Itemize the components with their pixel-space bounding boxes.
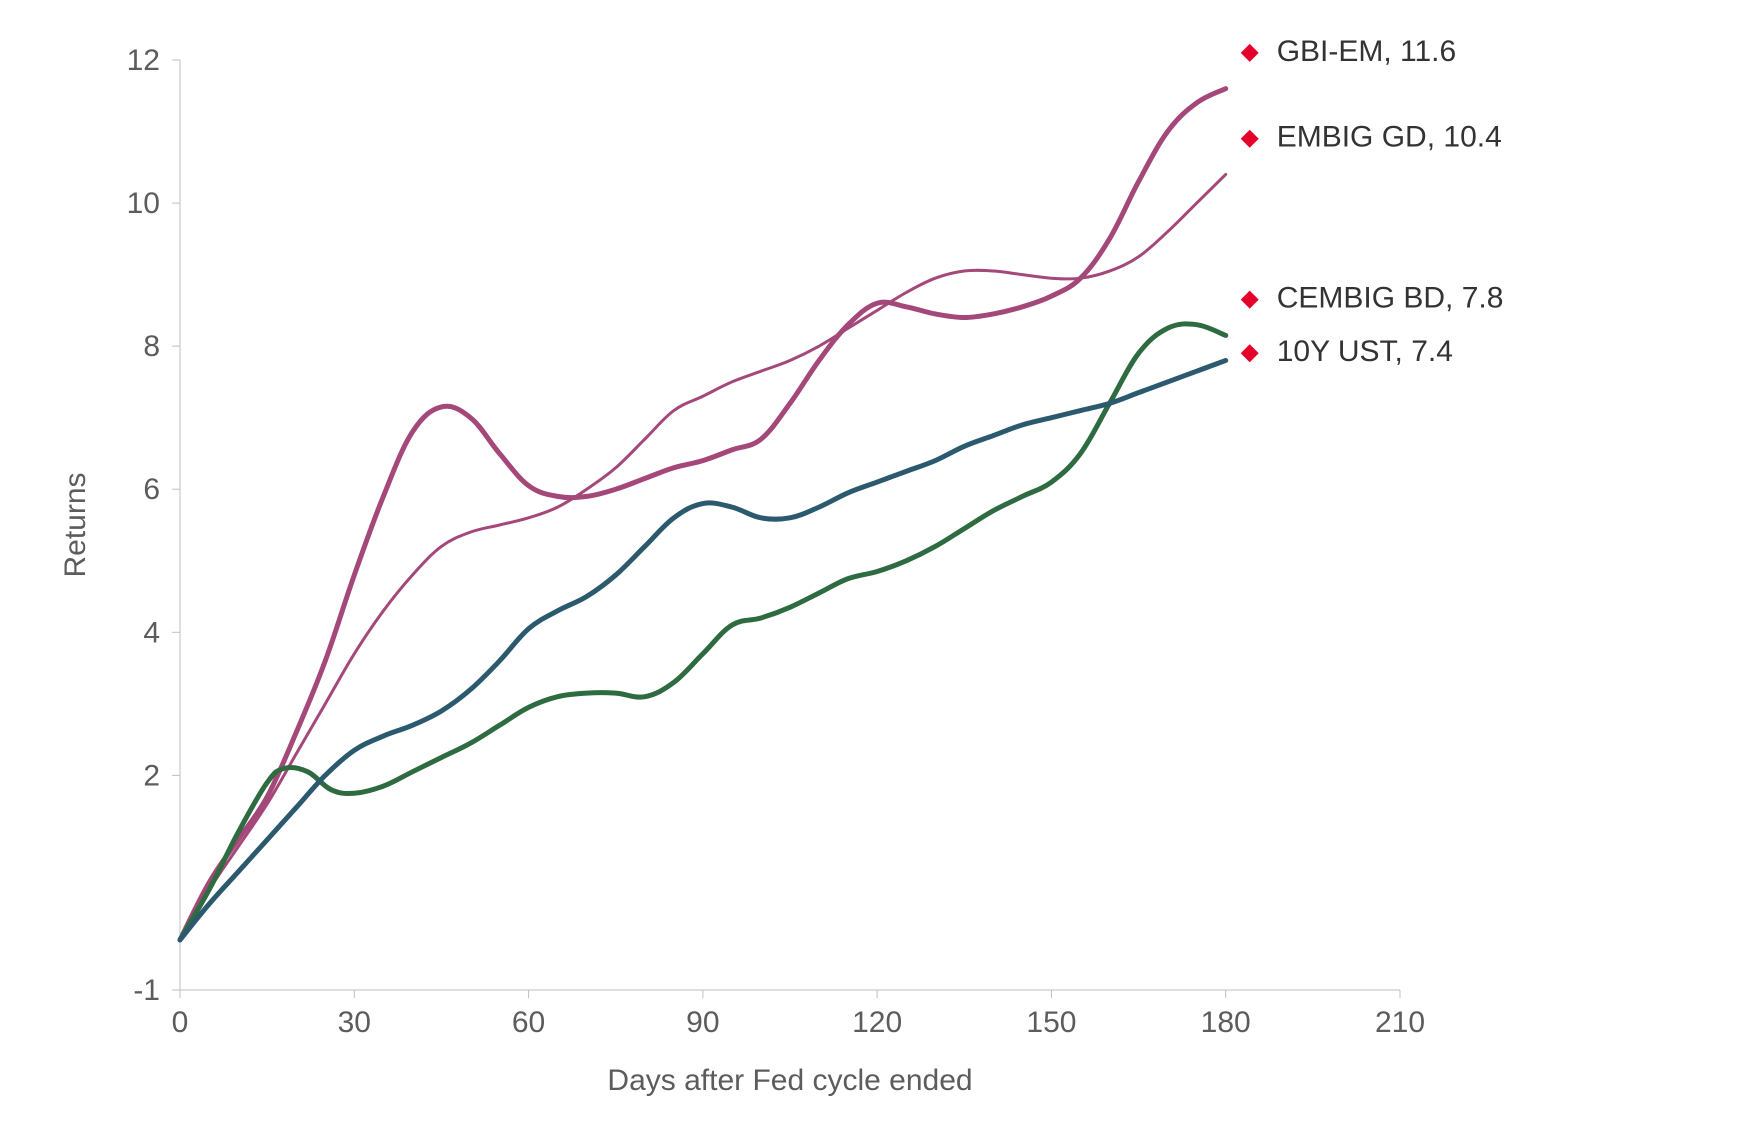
series-label-ust_10y: 10Y UST, 7.4: [1277, 335, 1453, 368]
y-tick-label: 6: [143, 473, 160, 506]
chart-svg: 0 30 60 90 120 150 180 210 -1 2 4 6 8 10 12 Days after …: [0, 0, 1752, 1140]
y-tick-label: 2: [143, 759, 160, 792]
y-tick-label: 4: [143, 616, 160, 649]
y-axis-title: Returns: [59, 472, 92, 577]
x-tick-label: 120: [852, 1006, 902, 1039]
x-tick-label: 30: [338, 1006, 371, 1039]
series-label-embig_gd: EMBIG GD, 10.4: [1277, 121, 1502, 154]
x-tick-label: 90: [686, 1006, 719, 1039]
series-label-gbi_em: GBI-EM, 11.6: [1277, 35, 1457, 68]
x-axis-title: Days after Fed cycle ended: [607, 1064, 972, 1097]
y-tick-label: 8: [143, 330, 160, 363]
y-tick-label: 12: [127, 44, 160, 77]
y-tick-label: -1: [133, 974, 160, 1007]
x-tick-label: 210: [1375, 1006, 1425, 1039]
returns-chart: 0 30 60 90 120 150 180 210 -1 2 4 6 8 10 12 Days after …: [0, 0, 1752, 1140]
x-tick-label: 60: [512, 1006, 545, 1039]
x-tick-label: 150: [1026, 1006, 1076, 1039]
series-label-cembig_bd: CEMBIG BD, 7.8: [1277, 282, 1504, 315]
y-tick-label: 10: [127, 187, 160, 220]
x-tick-label: 0: [172, 1006, 189, 1039]
x-tick-label: 180: [1201, 1006, 1251, 1039]
